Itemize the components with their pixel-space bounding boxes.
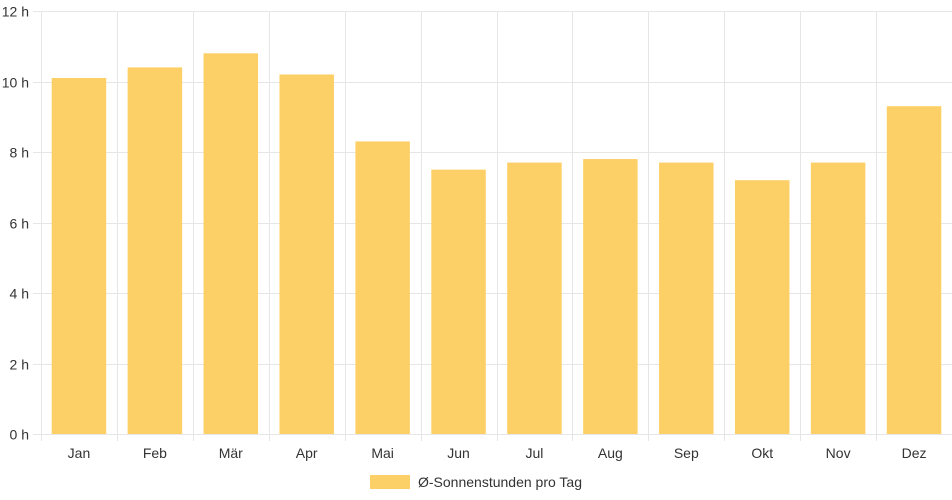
x-tick-label: Sep <box>674 445 699 461</box>
x-tick-label: Feb <box>143 445 167 461</box>
bar-dez[interactable] <box>886 106 942 435</box>
bars <box>51 53 942 435</box>
bar-sep[interactable] <box>659 162 714 434</box>
y-tick-label: 8 h <box>10 145 29 161</box>
y-tick-label: 10 h <box>2 75 29 91</box>
y-tick-label: 12 h <box>2 4 29 20</box>
bar-apr[interactable] <box>279 74 334 434</box>
x-tick-label: Mär <box>219 445 243 461</box>
bar-jan[interactable] <box>51 77 107 434</box>
x-tick-label: Apr <box>296 445 318 461</box>
x-tick-label: Jul <box>526 445 544 461</box>
x-axis: Jan Feb Mär Apr Mai Jun Jul Aug Sep Okt Nov Dez <box>68 445 927 461</box>
x-tick-label: Dez <box>902 445 927 461</box>
legend[interactable]: Ø-Sonnenstunden pro Tag <box>370 474 582 490</box>
bar-okt[interactable] <box>734 180 790 434</box>
x-tick-label: Jan <box>68 445 91 461</box>
x-tick-label: Mai <box>371 445 394 461</box>
bar-mär[interactable] <box>203 53 259 435</box>
legend-swatch[interactable] <box>370 475 410 489</box>
bar-feb[interactable] <box>127 67 183 435</box>
grid-lines <box>33 11 952 441</box>
y-tick-label: 2 h <box>10 357 29 373</box>
x-tick-label: Okt <box>751 445 773 461</box>
y-tick-label: 6 h <box>10 216 29 232</box>
y-axis: 0 h 2 h 4 h 6 h 8 h 10 h 12 h <box>2 4 29 443</box>
y-tick-label: 4 h <box>10 286 29 302</box>
bar-jun[interactable] <box>431 169 486 434</box>
x-tick-label: Aug <box>598 445 623 461</box>
bar-aug[interactable] <box>583 159 638 435</box>
y-tick-label: 0 h <box>10 427 29 443</box>
x-tick-label: Jun <box>447 445 470 461</box>
legend-label[interactable]: Ø-Sonnenstunden pro Tag <box>418 474 582 490</box>
x-tick-label: Nov <box>826 445 851 461</box>
bar-jul[interactable] <box>507 162 562 434</box>
bar-nov[interactable] <box>810 162 866 434</box>
bar-mai[interactable] <box>355 141 410 435</box>
